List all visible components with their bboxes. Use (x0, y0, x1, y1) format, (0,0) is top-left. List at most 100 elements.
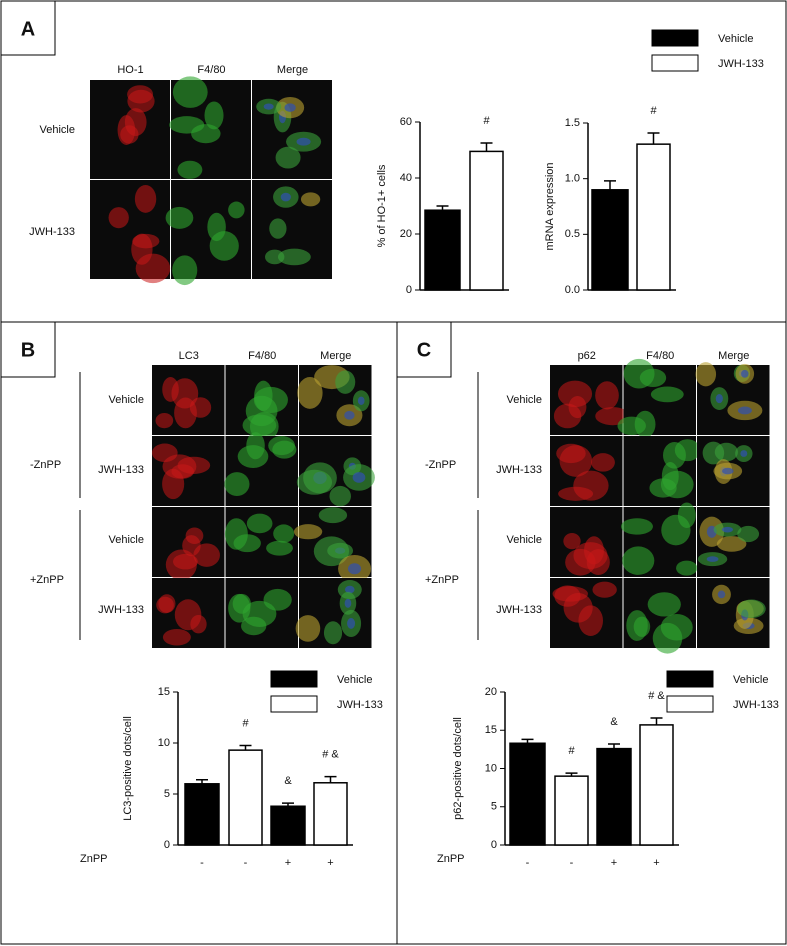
y-tick-label: 1.0 (565, 173, 580, 185)
x-tick-label: + (611, 857, 617, 869)
legend-swatch (651, 54, 699, 72)
cell (237, 445, 269, 468)
nucleus (344, 585, 355, 594)
cell (124, 108, 147, 137)
cell (162, 628, 191, 646)
cell (241, 616, 267, 636)
panel-label: A (21, 18, 35, 40)
nucleus (722, 467, 734, 475)
cell (634, 410, 656, 438)
legend-label: Vehicle (718, 33, 753, 45)
cell (297, 377, 323, 409)
cell (269, 218, 287, 239)
nucleus (344, 410, 355, 420)
annotation: # (650, 105, 657, 117)
cell (155, 412, 174, 429)
cell (193, 543, 220, 567)
column-header: F4/80 (646, 350, 674, 362)
panel-label-box (0, 0, 56, 56)
cell (568, 396, 587, 419)
legend-swatch (666, 695, 714, 713)
nucleus (737, 406, 752, 415)
panel-label-box (0, 321, 56, 378)
y-tick-label: 15 (158, 686, 170, 698)
cell (323, 621, 343, 645)
cell (172, 255, 198, 286)
group-label: +ZnPP (425, 574, 459, 586)
error-bar (604, 180, 616, 190)
error-bar (565, 772, 578, 777)
y-tick-label: 1.5 (565, 117, 580, 129)
cell (633, 616, 651, 637)
nucleus (717, 590, 726, 599)
x-tick-label: - (200, 857, 204, 869)
cell (295, 615, 321, 642)
nucleus (347, 563, 362, 575)
cell (165, 206, 194, 229)
legend-label: JWH-133 (337, 699, 383, 711)
row-label: Vehicle (507, 394, 542, 406)
cell (228, 201, 245, 219)
cell (131, 233, 153, 265)
cell (702, 441, 725, 465)
cell (674, 439, 701, 462)
annotation: & (284, 775, 292, 787)
legend-label: Vehicle (733, 674, 768, 686)
nucleus (352, 472, 366, 483)
cell (209, 231, 239, 261)
cell (661, 462, 679, 491)
x-tick-label: + (285, 857, 291, 869)
cell (318, 507, 348, 524)
y-tick-label: 40 (400, 172, 412, 184)
row-label: JWH-133 (496, 604, 542, 616)
row-label: JWH-133 (496, 464, 542, 476)
error-bar (324, 775, 337, 783)
cell (559, 445, 593, 477)
error-bar (436, 205, 449, 211)
cell (233, 534, 261, 553)
cell (335, 370, 356, 394)
row-label: JWH-133 (29, 226, 75, 238)
cell (275, 146, 301, 169)
annotation: & (610, 716, 618, 728)
y-axis-label: mRNA expression (544, 162, 556, 250)
y-tick-label: 0 (406, 284, 412, 296)
bar (469, 150, 504, 291)
row-label: Vehicle (109, 534, 144, 546)
panel-label: B (21, 339, 35, 361)
cell (277, 248, 311, 266)
y-tick-label: 10 (485, 762, 497, 774)
bar (313, 782, 348, 846)
column-header: Merge (718, 350, 749, 362)
cell (558, 486, 594, 501)
column-header: Merge (277, 64, 308, 76)
cell (563, 532, 581, 550)
x-tick-label: - (526, 857, 530, 869)
cell (578, 605, 604, 636)
cell (300, 192, 321, 207)
cell (565, 548, 596, 576)
cell (676, 560, 698, 576)
row-label: Vehicle (109, 394, 144, 406)
error-bar (282, 802, 294, 807)
cell (224, 472, 250, 497)
cell (151, 443, 178, 463)
y-tick-label: 5 (164, 788, 170, 800)
bar (270, 805, 306, 846)
cell (293, 524, 323, 540)
nucleus (284, 103, 296, 112)
row-label: JWH-133 (98, 604, 144, 616)
cell (177, 160, 203, 179)
nucleus (263, 103, 274, 110)
row-label: JWH-133 (98, 464, 144, 476)
cell (595, 381, 619, 410)
nucleus (347, 618, 356, 629)
cell (554, 585, 581, 607)
bar (509, 742, 546, 846)
cell (737, 599, 766, 619)
bar (554, 775, 589, 846)
cell (650, 386, 684, 403)
error-bar (608, 743, 620, 749)
column-header: F4/80 (248, 350, 276, 362)
cell (185, 527, 204, 545)
